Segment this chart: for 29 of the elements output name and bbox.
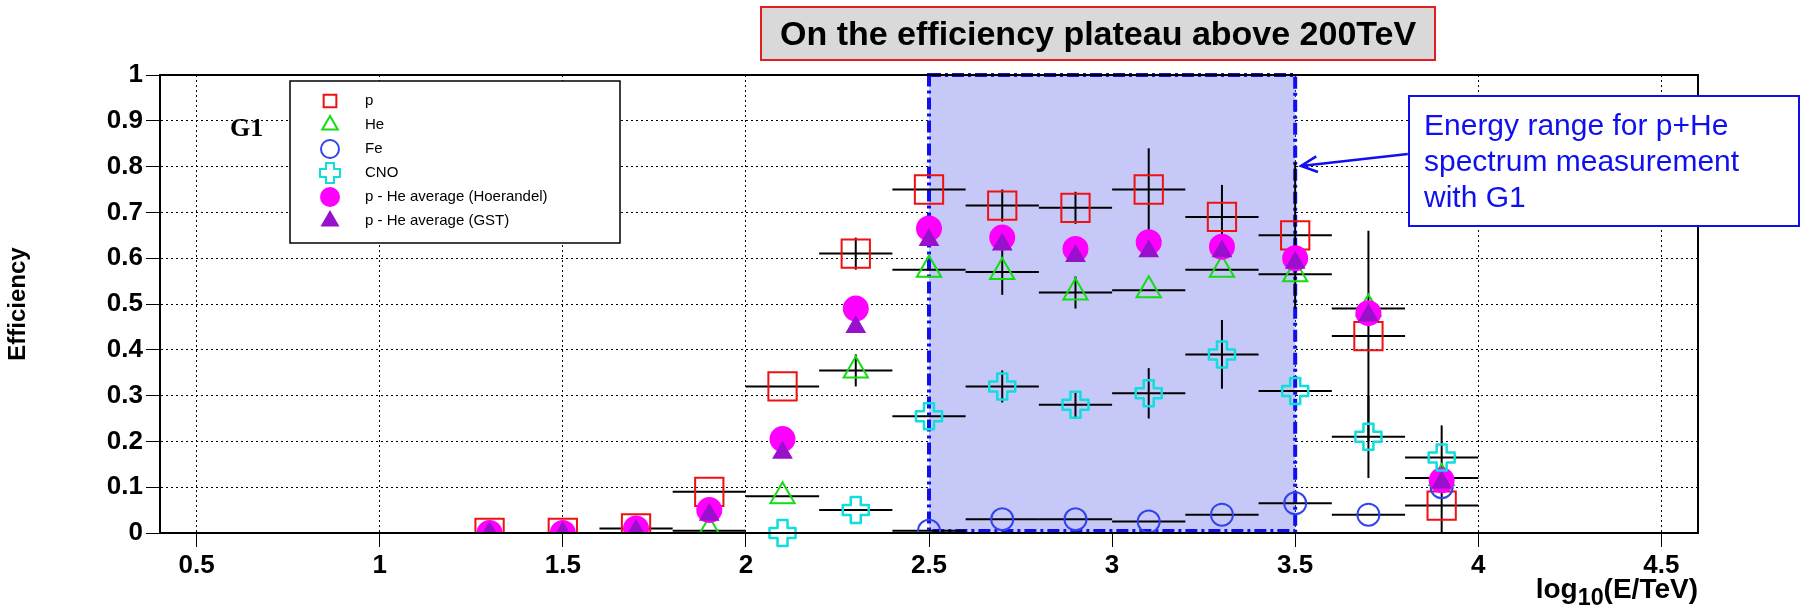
y-tick-label: 0.5 xyxy=(106,287,143,318)
legend-label: p - He average (Hoerandel) xyxy=(365,187,548,205)
y-tick-label: 0.2 xyxy=(106,424,143,455)
annotation: Energy range for p+He spectrum measurement with G1 xyxy=(1408,95,1800,227)
x-tick-label: 2 xyxy=(738,548,754,579)
legend-label: p - He average (GST) xyxy=(365,211,510,229)
x-tick-label: 2.5 xyxy=(910,548,948,579)
legend-label: He xyxy=(365,115,385,133)
y-axis-title: Efficiency xyxy=(3,246,31,361)
chart-title: On the efficiency plateau above 200TeV xyxy=(760,6,1437,61)
x-tick-label: 0.5 xyxy=(178,548,215,579)
y-tick-label: 0.4 xyxy=(106,332,144,363)
x-tick-label: 3 xyxy=(1104,548,1120,579)
y-tick-label: 0.3 xyxy=(106,378,143,409)
y-tick-label: 0.9 xyxy=(106,103,143,134)
x-tick-label: 1.5 xyxy=(544,548,581,579)
y-tick-label: 1 xyxy=(128,58,143,89)
annotation: G1 xyxy=(230,113,264,143)
legend-label: p xyxy=(365,91,374,109)
x-tick-label: 4 xyxy=(1471,548,1487,579)
x-tick-label: 1 xyxy=(372,548,387,579)
y-tick-label: 0 xyxy=(128,516,143,547)
y-tick-label: 0.1 xyxy=(106,470,143,501)
y-tick-label: 0.6 xyxy=(106,241,143,272)
legend-label: CNO xyxy=(365,163,399,181)
y-tick-label: 0.7 xyxy=(106,195,143,226)
legend-label: Fe xyxy=(365,139,383,157)
x-tick-label: 3.5 xyxy=(1277,548,1314,579)
y-tick-label: 0.8 xyxy=(106,149,143,180)
